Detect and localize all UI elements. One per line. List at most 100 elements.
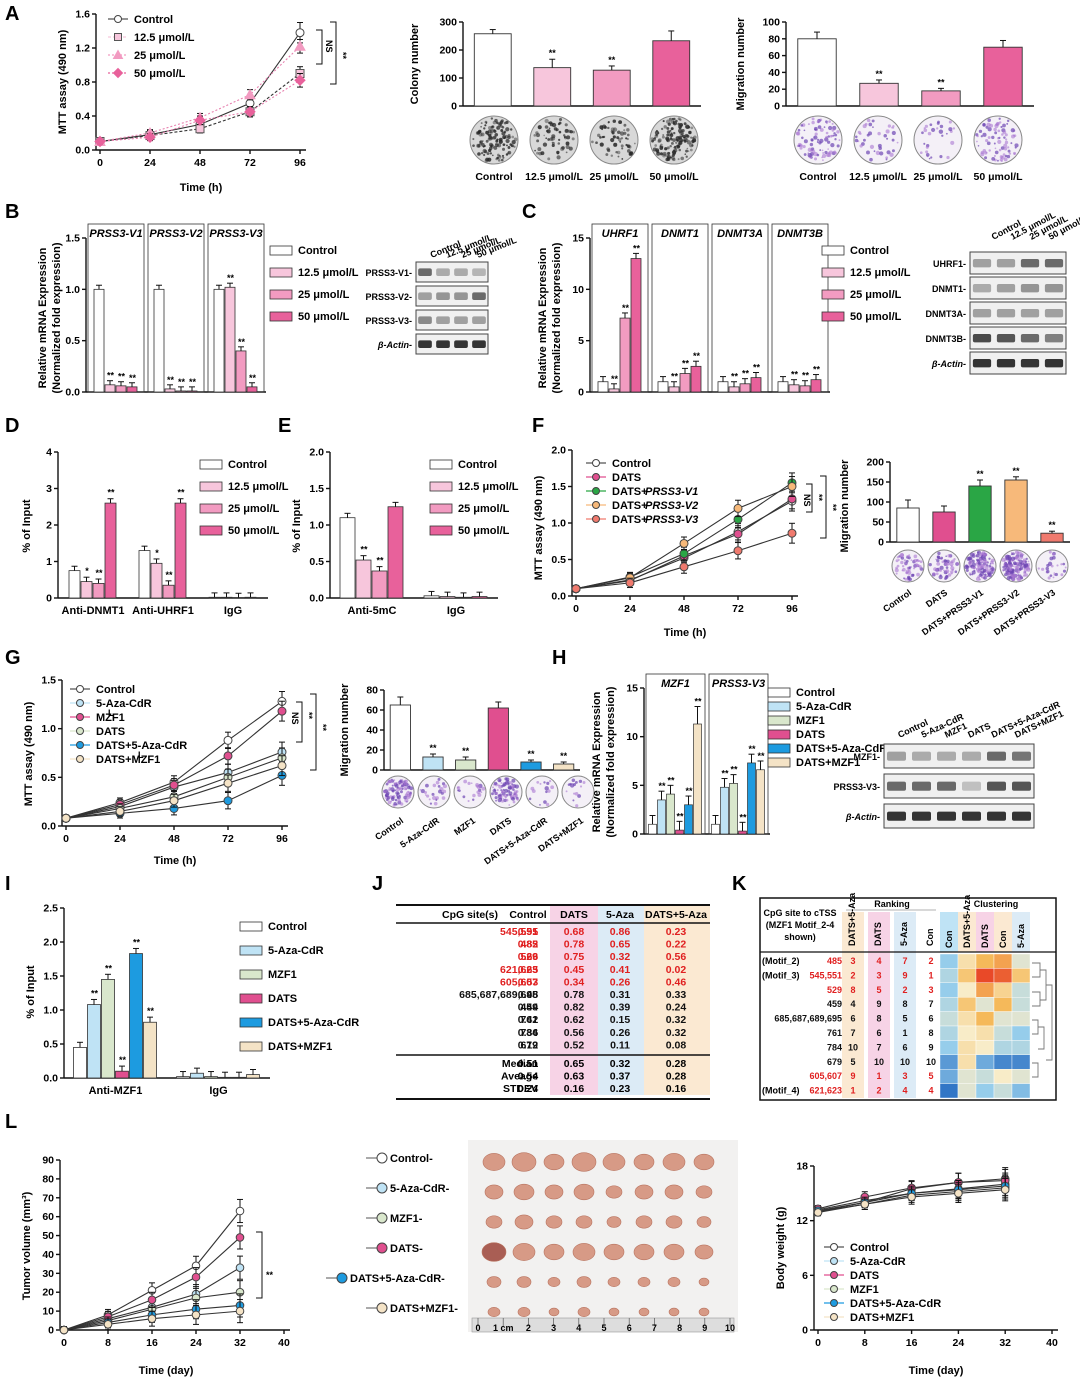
ns-label: NS <box>802 494 812 507</box>
dish-dot <box>681 128 685 133</box>
superscript: L <box>138 750 144 760</box>
dish-dot <box>507 785 512 790</box>
legend-label: DATS+5-Aza-CdR <box>268 1017 359 1029</box>
dish-dot <box>951 568 955 572</box>
table-cell: 0.02 <box>666 964 687 976</box>
bar <box>608 388 620 393</box>
dish-dot <box>470 782 473 785</box>
table-cell: 0.26 <box>610 976 631 988</box>
legend-label: 50 μmol/L <box>850 311 902 323</box>
dish-dot <box>544 786 549 791</box>
dish-dot <box>406 795 411 800</box>
dish-dot <box>869 157 873 162</box>
dish-dot <box>977 575 981 579</box>
dish-dot <box>548 779 552 783</box>
dish-dot <box>572 799 575 802</box>
dendrogram-branch <box>1032 991 1041 1007</box>
bar <box>138 550 151 599</box>
dish-dot <box>933 567 937 572</box>
table-cell: 0.48 <box>518 989 539 1001</box>
significance-mark: ** <box>671 372 679 382</box>
dish-dot <box>675 141 678 144</box>
dish-dot <box>442 784 448 789</box>
legend-label: DATS+ <box>612 486 648 498</box>
dish-dot <box>1008 560 1012 565</box>
rank-cell: 8 <box>902 999 907 1009</box>
y-tick-label: 0.0 <box>75 145 90 157</box>
dish-dot <box>1008 152 1012 155</box>
data-point <box>235 1306 245 1316</box>
legend-swatch <box>429 481 453 492</box>
dish-dot <box>502 147 506 151</box>
heatmap-cell <box>957 1025 977 1041</box>
x-category-label: 25 μmol/L <box>589 171 639 183</box>
y-tick-label: 1.5 <box>309 483 324 495</box>
dish-dot <box>573 792 576 795</box>
dish-dot <box>566 135 571 140</box>
x-tick-label: 72 <box>732 603 744 615</box>
dish-dot <box>925 150 929 154</box>
dish-dot <box>939 569 942 572</box>
dish-dot <box>670 141 674 145</box>
significance-mark: ** <box>721 769 729 779</box>
dish-dot <box>503 793 507 798</box>
dish-dot <box>626 144 631 148</box>
data-point <box>114 15 122 23</box>
data-point <box>679 549 689 559</box>
dish-dot <box>1017 574 1021 578</box>
dish-dot <box>1045 566 1049 571</box>
dish-dot <box>982 123 986 127</box>
heatmap-cell <box>975 982 995 998</box>
dish-dot <box>666 146 670 150</box>
heatmap-cell <box>993 982 1013 998</box>
dish-dot <box>666 126 670 130</box>
dish-dot <box>825 122 828 125</box>
legend-swatch <box>767 757 791 768</box>
dish-dot <box>875 150 881 156</box>
y-tick-label: 18 <box>796 1161 808 1173</box>
dish-dot <box>913 554 918 559</box>
legend-label: DATS+5-Aza-CdR <box>96 740 187 752</box>
dish-dot <box>686 134 690 138</box>
dish-dot <box>512 797 515 800</box>
legend-label: Control <box>458 459 497 471</box>
dish-dot <box>936 561 941 566</box>
tumor-specimen <box>633 1243 655 1261</box>
y-tick-label: 1.6 <box>75 9 90 21</box>
dish-dot <box>673 148 678 153</box>
bar <box>104 502 117 599</box>
dish-dot <box>1010 142 1013 145</box>
dish-dot <box>595 141 598 145</box>
bar <box>162 584 175 599</box>
tumor-specimen <box>545 1215 563 1229</box>
dish-dot <box>868 131 873 136</box>
dish-dot <box>980 135 983 138</box>
rank-cell: 5 <box>928 1071 933 1081</box>
table-header: CpG site(s) <box>442 909 498 921</box>
dish-dot <box>666 130 671 134</box>
x-tick-label: 0 <box>97 157 103 169</box>
tumor-specimen <box>633 1153 655 1171</box>
dish-dot <box>501 799 504 803</box>
blot-band <box>472 316 486 324</box>
dish-dot <box>502 782 507 787</box>
dish-dot <box>674 145 677 149</box>
dish-dot <box>668 117 672 121</box>
x-category-label: DATS+PRSS3-V2 <box>956 587 1021 637</box>
data-point <box>235 1263 245 1272</box>
y-tick-label: 0 <box>451 101 457 113</box>
significance-mark: ** <box>622 303 630 313</box>
dish-dot <box>511 140 516 145</box>
ruler-label: 8 <box>677 1323 682 1333</box>
dish-dot <box>483 127 486 130</box>
dish-dot <box>895 559 899 563</box>
dish-dot <box>628 145 632 149</box>
rank-cell: 1 <box>902 1028 907 1038</box>
y-axis-label: % of Input <box>25 965 37 1018</box>
data-point <box>235 1233 245 1242</box>
dish-dot <box>480 151 484 155</box>
x-category-label: MZF1 <box>452 815 477 837</box>
bar <box>679 373 691 393</box>
legend-label: DATS+ <box>612 500 648 512</box>
significance-mark: ** <box>105 963 113 973</box>
